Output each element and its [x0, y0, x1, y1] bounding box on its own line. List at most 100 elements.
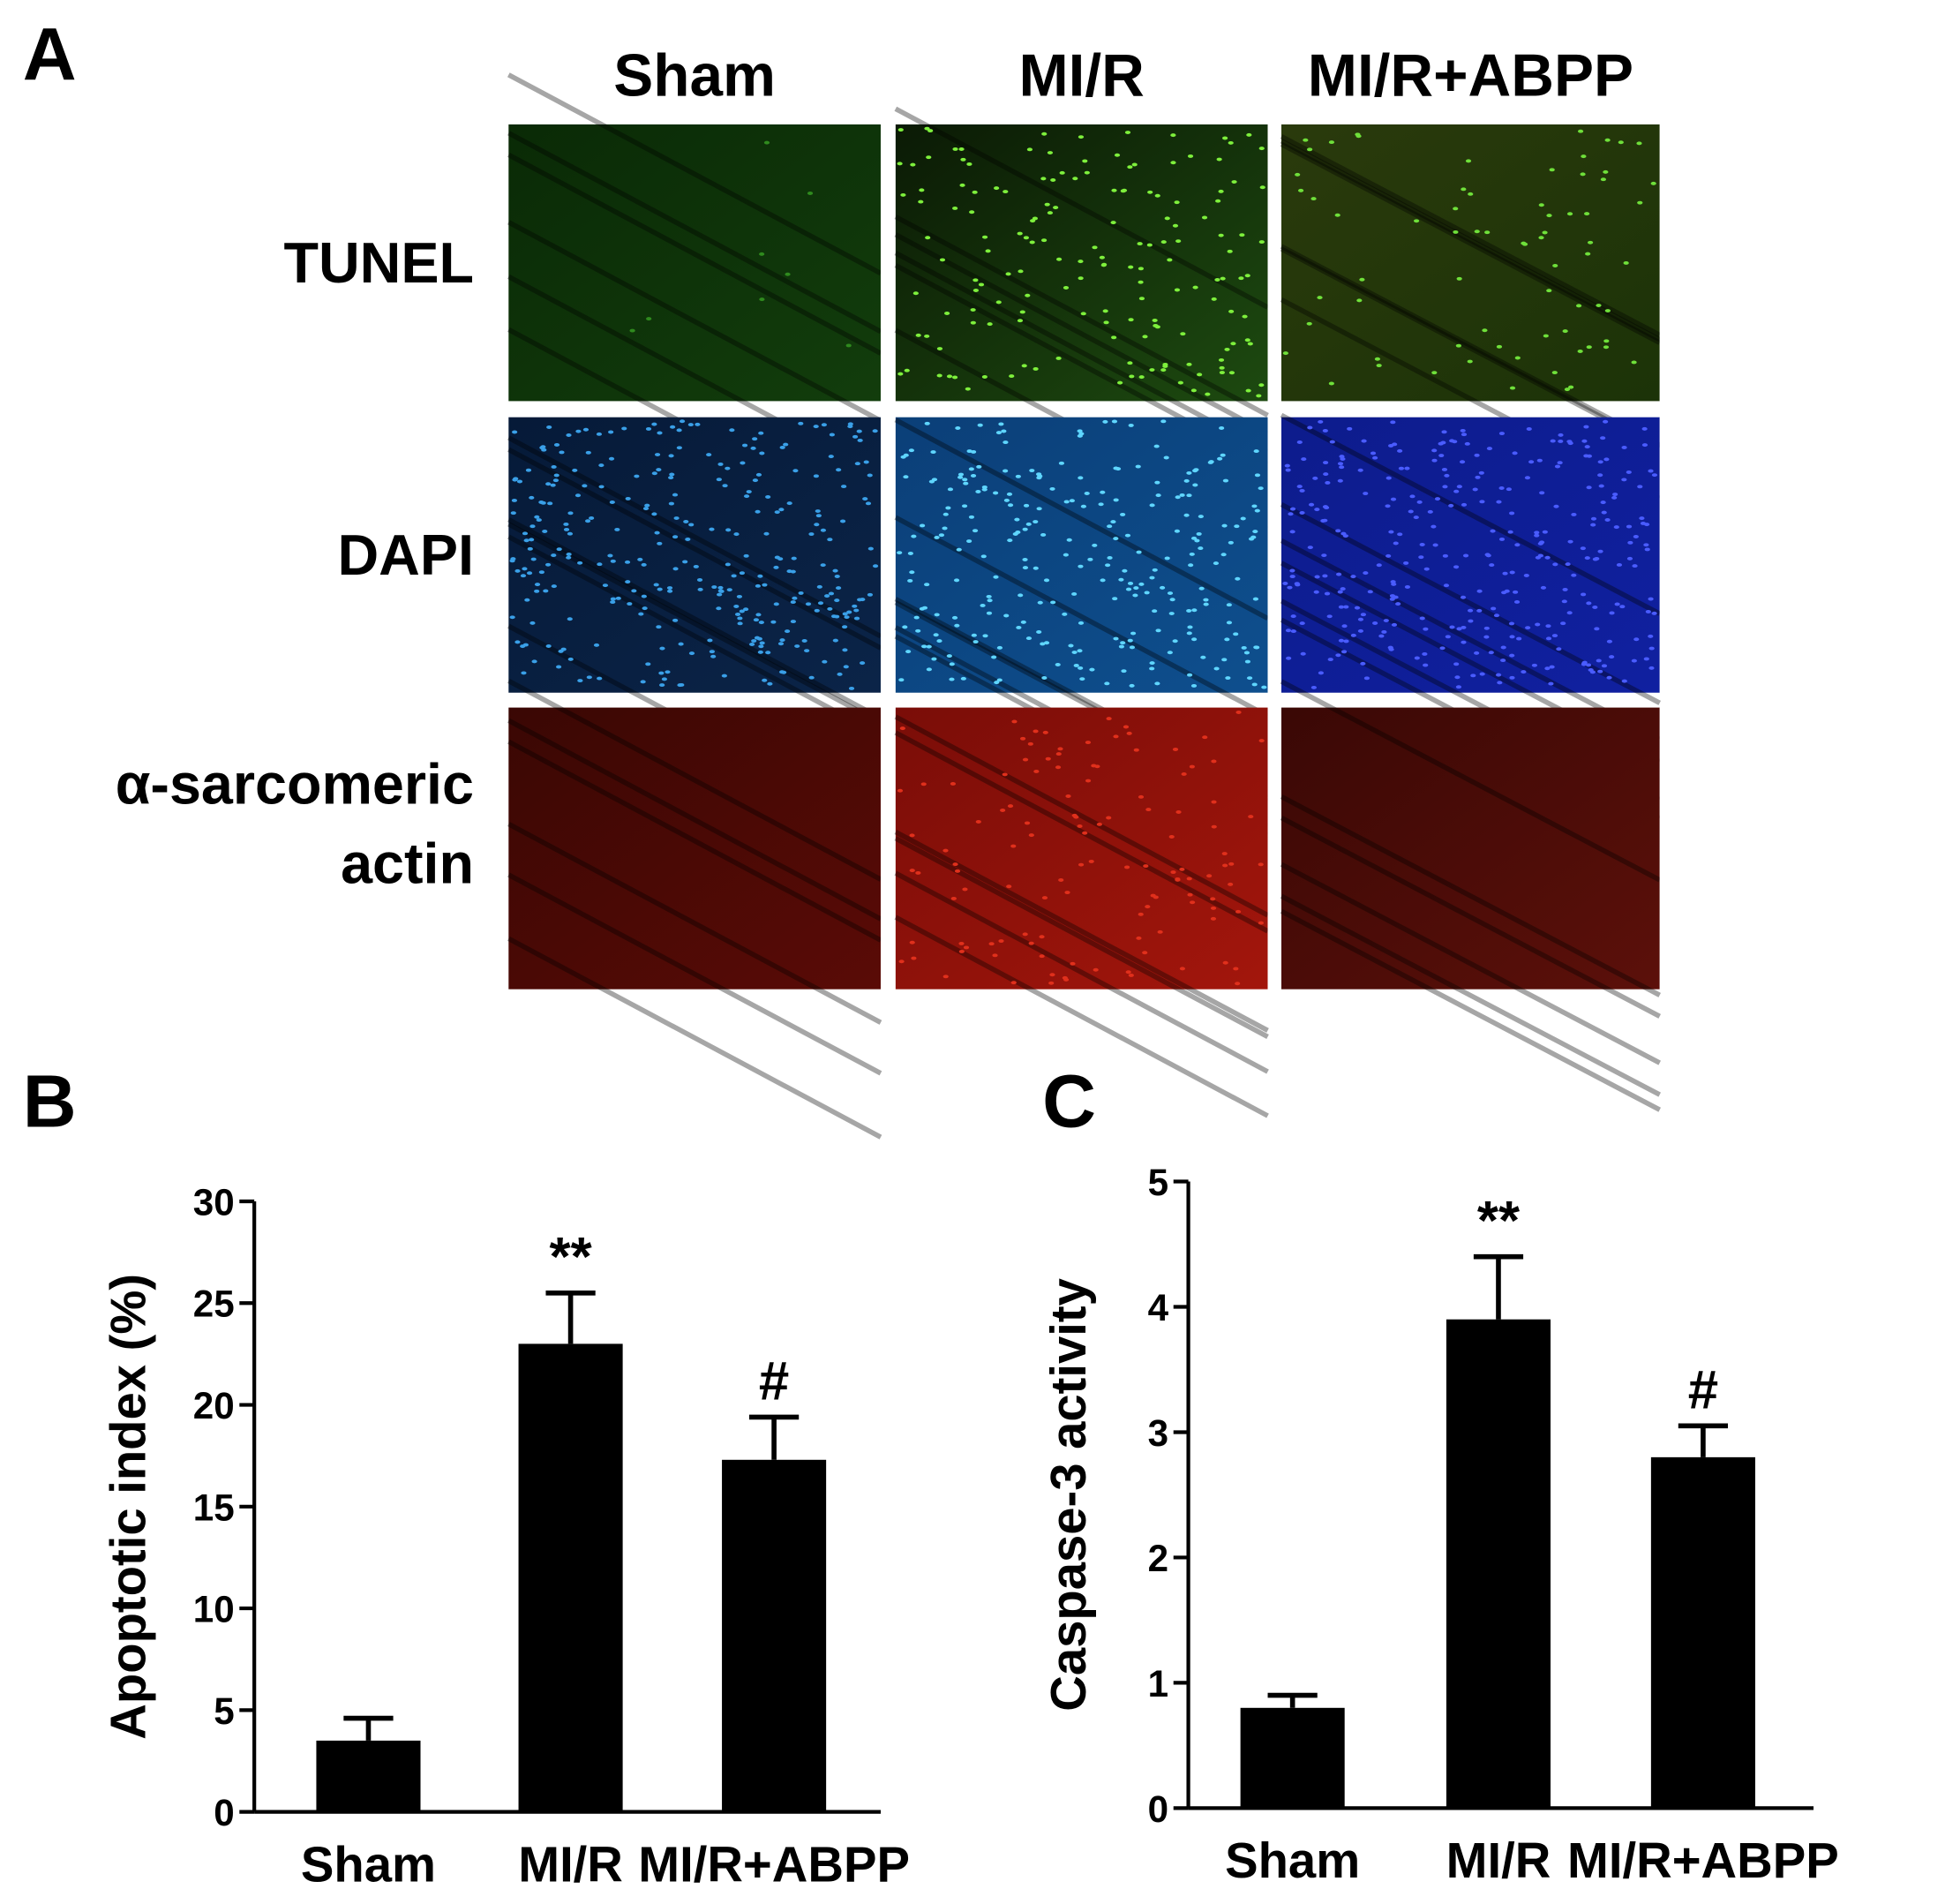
nucleus	[1003, 190, 1009, 194]
nucleus	[963, 945, 970, 950]
nucleus	[958, 949, 965, 953]
nucleus	[951, 615, 958, 620]
nucleus	[1018, 593, 1024, 598]
nucleus	[1047, 151, 1054, 155]
nucleus	[1648, 646, 1655, 651]
nucleus	[1157, 929, 1163, 934]
nucleus	[757, 574, 763, 578]
nucleus	[1181, 771, 1187, 776]
nucleus	[1129, 683, 1135, 688]
nucleus	[1218, 357, 1225, 362]
nucleus	[1177, 380, 1183, 385]
nucleus	[734, 613, 741, 616]
nucleus	[1566, 440, 1573, 444]
nucleus	[759, 252, 765, 256]
nucleus	[1001, 429, 1007, 433]
nucleus	[1211, 800, 1217, 804]
tissue-fold	[507, 872, 882, 1076]
bar	[1446, 1319, 1551, 1809]
nucleus	[1618, 140, 1624, 145]
nucleus	[1062, 612, 1068, 616]
nucleus	[733, 605, 740, 608]
nucleus	[853, 616, 860, 621]
nucleus	[509, 559, 515, 563]
nucleus	[1454, 675, 1461, 680]
nucleus	[1003, 498, 1010, 502]
nucleus	[1110, 520, 1116, 524]
column-header: MI/R	[1018, 43, 1144, 109]
nucleus	[657, 541, 663, 546]
nucleus	[706, 453, 712, 457]
nucleus	[1521, 670, 1527, 674]
nucleus	[1372, 455, 1378, 460]
row-label: α-sarcomeric	[116, 752, 474, 817]
nucleus	[641, 594, 647, 598]
nucleus	[1241, 645, 1247, 650]
nucleus	[980, 554, 987, 559]
nucleus	[1258, 739, 1265, 743]
nucleus	[1174, 529, 1180, 533]
significance-mark: **	[1477, 1191, 1520, 1252]
nucleus	[1191, 637, 1198, 642]
nucleus	[1073, 815, 1079, 819]
nucleus	[1015, 474, 1021, 478]
nucleus	[1147, 190, 1153, 194]
nucleus	[1039, 935, 1045, 939]
nucleus	[534, 583, 541, 587]
micrograph-clip	[1267, 417, 1283, 693]
nucleus	[725, 528, 732, 532]
nucleus	[919, 188, 925, 192]
nucleus	[1564, 388, 1571, 392]
nucleus	[778, 508, 785, 512]
nucleus	[1190, 388, 1197, 393]
nucleus	[1509, 675, 1515, 680]
nucleus	[1113, 498, 1119, 502]
nucleus	[572, 468, 578, 472]
nucleus	[758, 431, 764, 435]
nucleus	[1524, 476, 1531, 480]
error-bar	[1678, 1423, 1729, 1457]
nucleus	[1431, 448, 1438, 453]
nucleus	[986, 611, 993, 615]
nucleus	[1355, 132, 1361, 137]
nucleus	[585, 450, 591, 455]
nucleus	[1549, 168, 1555, 172]
nucleus	[1058, 461, 1065, 465]
nucleus	[834, 598, 840, 603]
nucleus	[1133, 748, 1139, 752]
nucleus	[1404, 466, 1410, 470]
nucleus	[1562, 329, 1568, 334]
nucleus	[748, 643, 755, 646]
nucleus	[741, 443, 748, 448]
nucleus	[822, 659, 828, 664]
nucleus	[827, 606, 833, 611]
nucleus	[1078, 862, 1085, 867]
nucleus	[844, 615, 850, 620]
tissue-fold	[1280, 893, 1662, 1097]
nucleus	[1155, 628, 1161, 633]
nucleus	[1484, 230, 1491, 235]
nucleus	[805, 602, 812, 606]
nucleus	[1138, 280, 1144, 284]
nucleus	[544, 562, 552, 567]
nucleus	[1496, 344, 1503, 349]
nucleus	[1198, 546, 1204, 551]
nucleus	[1235, 909, 1242, 914]
nucleus	[945, 506, 951, 510]
nucleus	[1235, 982, 1241, 986]
nucleus	[670, 425, 676, 429]
nucleus	[1206, 874, 1213, 878]
nucleus	[637, 557, 643, 561]
nucleus	[915, 333, 921, 337]
nucleus	[966, 539, 972, 544]
nucleus	[1583, 425, 1589, 429]
nucleus	[1247, 342, 1253, 346]
nucleus	[1238, 276, 1244, 281]
nucleus	[814, 523, 820, 527]
nucleus	[1078, 276, 1084, 281]
nucleus	[1546, 289, 1552, 293]
nucleus	[836, 468, 842, 472]
nucleus	[1066, 538, 1072, 542]
nucleus	[725, 562, 731, 567]
nucleus	[790, 620, 796, 624]
